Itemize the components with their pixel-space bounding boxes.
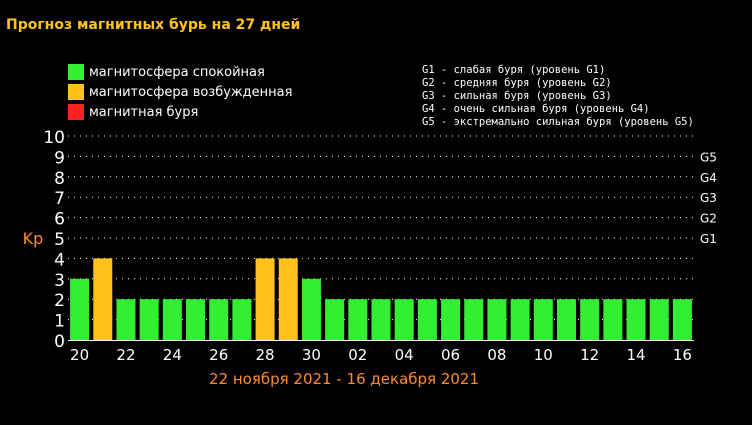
- kp-bar: [371, 299, 391, 340]
- kp-bar: [255, 258, 275, 340]
- legend-item-quiet: магнитосфера спокойная: [68, 64, 265, 80]
- y-tick-label: 2: [54, 291, 65, 311]
- kp-bar: [116, 299, 136, 340]
- g-level-legend: G1 - слабая буря (уровень G1) G2 - средн…: [422, 64, 694, 129]
- kp-bar: [626, 299, 646, 340]
- date-range-subtitle: 22 ноября 2021 - 16 декабря 2021: [209, 370, 479, 388]
- g-level-tick-label: G5: [700, 150, 717, 164]
- kp-bar: [209, 299, 229, 340]
- kp-bar: [510, 299, 530, 340]
- legend-item-storm: магнитная буря: [68, 104, 198, 120]
- x-tick-label: 08: [487, 346, 506, 364]
- x-tick-label: 22: [116, 346, 135, 364]
- kp-bar: [394, 299, 414, 340]
- kp-bar: [162, 299, 182, 340]
- kp-bar: [464, 299, 484, 340]
- x-tick-label: 10: [534, 346, 553, 364]
- kp-bar: [533, 299, 553, 340]
- kp-bar: [70, 278, 90, 340]
- x-tick-label: 26: [209, 346, 228, 364]
- kp-bar: [301, 278, 321, 340]
- kp-bar: [487, 299, 507, 340]
- g-level-g1: G1 - слабая буря (уровень G1): [422, 64, 606, 76]
- x-tick-label: 16: [673, 346, 692, 364]
- x-tick-label: 28: [256, 346, 275, 364]
- kp-bar: [348, 299, 368, 340]
- y-tick-label: 8: [54, 169, 65, 189]
- y-tick-label: 3: [54, 271, 65, 291]
- kp-bar: [93, 258, 113, 340]
- kp-bar: [556, 299, 576, 340]
- legend-label-storm: магнитная буря: [89, 104, 199, 120]
- y-tick-label: 1: [54, 312, 65, 332]
- legend-swatch-excited: [68, 84, 84, 100]
- y-tick-label: 9: [54, 148, 65, 168]
- chart-title: Прогноз магнитных бурь на 27 дней: [6, 17, 301, 33]
- kp-bar: [580, 299, 600, 340]
- kp-bar: [672, 299, 692, 340]
- legend-label-quiet: магнитосфера спокойная: [89, 64, 265, 80]
- y-tick-label: 5: [54, 230, 65, 250]
- g-level-tick-label: G1: [700, 232, 717, 246]
- g-level-tick-label: G4: [700, 171, 717, 185]
- x-tick-label: 24: [163, 346, 182, 364]
- kp-bar: [186, 299, 206, 340]
- y-tick-label: 10: [43, 128, 65, 148]
- g-level-g2: G2 - средняя буря (уровень G2): [422, 77, 612, 89]
- kp-bar: [278, 258, 298, 340]
- y-tick-label: 4: [54, 250, 65, 270]
- g-level-g4: G4 - очень сильная буря (уровень G4): [422, 103, 650, 115]
- kp-bar: [417, 299, 437, 340]
- kp-bar: [139, 299, 159, 340]
- g-level-g3: G3 - сильная буря (уровень G3): [422, 90, 612, 102]
- x-tick-label: 12: [580, 346, 599, 364]
- x-tick-label: 30: [302, 346, 321, 364]
- y-axis-label: Kp: [23, 229, 44, 248]
- kp-bar: [325, 299, 345, 340]
- g-level-g5: G5 - экстремально сильная буря (уровень …: [422, 116, 694, 128]
- kp-bar: [649, 299, 669, 340]
- y-tick-label: 6: [54, 210, 65, 230]
- y-tick-label: 7: [54, 189, 65, 209]
- kp-bar: [441, 299, 461, 340]
- x-tick-label: 14: [626, 346, 645, 364]
- kp-bar: [603, 299, 623, 340]
- g-level-tick-label: G2: [700, 212, 717, 226]
- legend-swatch-quiet: [68, 64, 84, 80]
- g-level-tick-label: G3: [700, 191, 717, 205]
- kp-bar: [232, 299, 252, 340]
- x-tick-label: 20: [70, 346, 89, 364]
- x-tick-label: 04: [395, 346, 414, 364]
- legend-swatch-storm: [68, 104, 84, 120]
- x-tick-label: 06: [441, 346, 460, 364]
- x-tick-label: 02: [348, 346, 367, 364]
- legend-item-excited: магнитосфера возбужденная: [68, 84, 292, 100]
- legend-label-excited: магнитосфера возбужденная: [89, 84, 293, 100]
- y-tick-label: 0: [54, 332, 65, 352]
